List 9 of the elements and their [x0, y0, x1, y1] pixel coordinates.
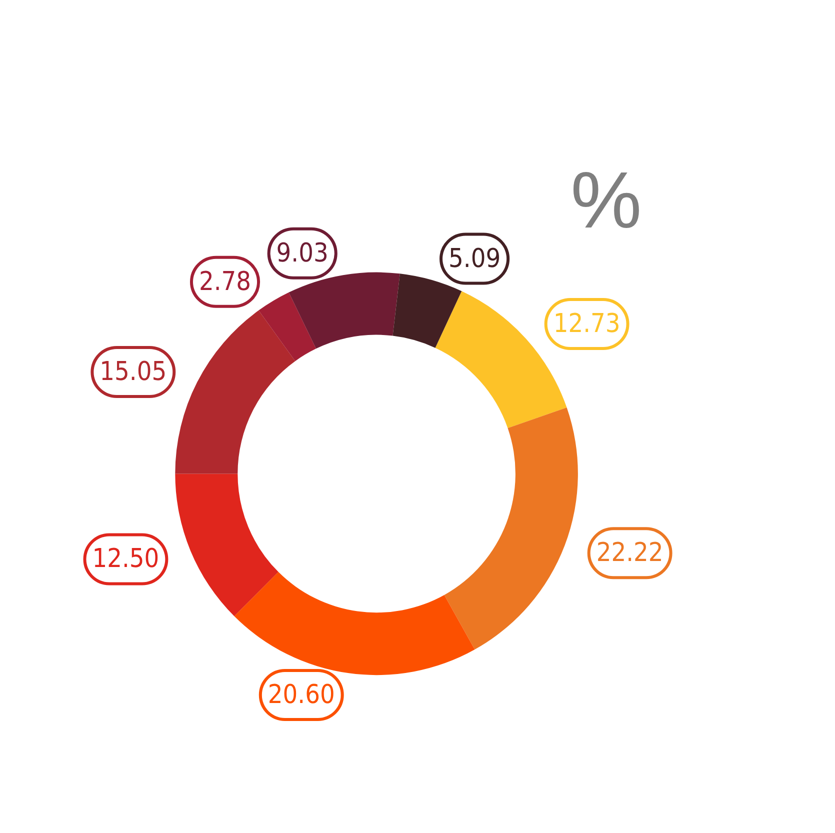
data-label: 20.60 [268, 680, 335, 710]
data-label: 2.78 [198, 266, 252, 297]
data-label: 22.22 [596, 538, 664, 568]
data-label: 12.50 [92, 544, 160, 574]
data-label: 12.73 [553, 308, 620, 339]
data-label: 9.03 [276, 238, 328, 268]
data-label: 15.05 [100, 357, 167, 388]
data-label: 5.09 [448, 244, 501, 274]
chart-title: % [570, 156, 642, 245]
